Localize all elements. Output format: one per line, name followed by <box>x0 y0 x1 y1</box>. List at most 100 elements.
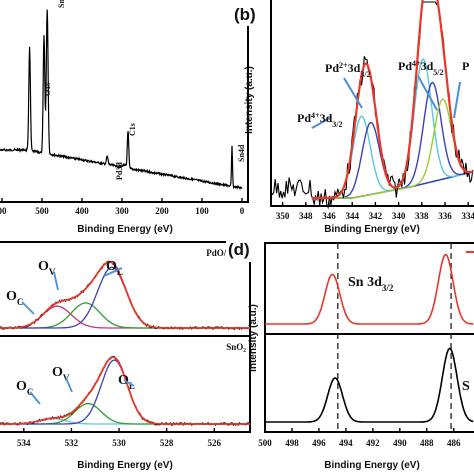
component-label-sub: L <box>129 381 135 391</box>
annotation-arrow <box>311 117 331 129</box>
panel-letter: (b) <box>234 5 256 24</box>
peak-annotation: Pd2+3d3/2 <box>325 61 371 79</box>
component-label: OV <box>38 259 56 277</box>
x-tick-label: 350 <box>276 211 290 221</box>
peak-annotation: Pd4+3d3/2 <box>297 111 343 129</box>
panel-letter: (d) <box>228 240 250 259</box>
letter-bg <box>226 232 264 262</box>
x-tick-label: 342 <box>369 211 383 221</box>
component-peak <box>311 98 473 199</box>
component-label-main: O <box>16 379 27 394</box>
x-tick-label: 526 <box>208 438 222 448</box>
axis-frame <box>0 0 249 203</box>
peak-label: Sn4d <box>237 144 246 162</box>
x-tick-label: 346 <box>322 211 336 221</box>
annotation-base: Pd <box>325 61 339 75</box>
x-tick-label: 344 <box>345 211 359 221</box>
x-tick-label: 100 <box>195 206 209 216</box>
component-label-sub: L <box>117 267 123 277</box>
x-tick-label: 492 <box>366 438 380 448</box>
axis-frame <box>0 335 251 433</box>
x-tick-label: 534 <box>17 438 31 448</box>
annotation-arrow <box>53 271 59 291</box>
x-tick-label: 488 <box>420 438 434 448</box>
sn3d-spectrum <box>265 253 474 325</box>
raw-data <box>0 355 251 427</box>
x-axis-label: Binding Energy (eV) <box>77 224 173 235</box>
x-tick-label: 400 <box>75 206 89 216</box>
annotation-sub: 3/2 <box>382 283 394 293</box>
peak-annotation: Pd4+3d5/2 <box>398 59 444 77</box>
annotation-main: 3d <box>421 59 434 73</box>
component-label: OL <box>106 259 123 277</box>
y-axis-label: Intensity (a.u.) <box>244 66 255 134</box>
x-tick-label: 0 <box>240 206 245 216</box>
x-axis-label: Binding Energy (eV) <box>77 460 173 471</box>
sn3d-spectrum <box>265 347 474 423</box>
peak-annotation: S <box>462 379 470 394</box>
component-label-main: O <box>38 259 49 274</box>
x-tick-label: 530 <box>112 438 126 448</box>
component-label-main: O <box>118 373 129 388</box>
component-peak <box>0 305 250 329</box>
fit-envelope <box>0 356 250 425</box>
x-tick-label: 528 <box>160 438 174 448</box>
annotation-main: 3d <box>348 61 361 75</box>
x-tick-label: 500 <box>258 438 272 448</box>
x-tick-label: 336 <box>438 211 452 221</box>
component-label: OL <box>118 373 135 391</box>
x-tick-label: 496 <box>312 438 326 448</box>
sample-label: SnO₂ <box>226 342 246 352</box>
x-tick-label: 338 <box>415 211 429 221</box>
annotation-arrow <box>103 267 123 277</box>
component-label-sub: V <box>49 267 56 277</box>
component-label-sub: C <box>17 297 24 307</box>
x-tick-label: 498 <box>285 438 299 448</box>
x-tick-label: 500 <box>35 206 49 216</box>
annotation-arrow <box>453 81 461 119</box>
x-tick-label: 490 <box>393 438 407 448</box>
annotation-arrow <box>417 75 438 111</box>
panel-d: (d) Intensity (a.u.) Sn 3d3/2 S 500 498 496 494… <box>226 232 474 471</box>
x-tick-label: 00 <box>0 206 7 216</box>
x-tick-label: 334 <box>461 211 474 221</box>
annotation-sup: 2+ <box>339 61 348 70</box>
x-axis-label: Binding Energy (eV) <box>324 460 420 471</box>
component-label-main: O <box>6 289 17 304</box>
annotation-arrow <box>29 391 41 405</box>
x-axis-label: Binding Energy (eV) <box>324 224 420 235</box>
x-tick-label: 494 <box>339 438 353 448</box>
annotation-sup: 4+ <box>311 111 320 120</box>
fit-envelope <box>311 0 473 200</box>
peak-annotation: Sn 3d3/2 <box>348 275 394 293</box>
x-tick-label: 486 <box>447 438 461 448</box>
annotation-base: Pd <box>297 111 311 125</box>
annotation-arrow <box>21 301 35 315</box>
fit-envelope <box>0 260 250 329</box>
component-label: OC <box>6 289 23 307</box>
y-axis-label: Intensity (a.u.) <box>248 304 259 372</box>
x-tick-label: 300 <box>115 206 129 216</box>
x-tick-label: 200 <box>155 206 169 216</box>
component-label-main: O <box>52 365 63 380</box>
axis-frame <box>264 242 474 433</box>
panel-a: 00 500 400 300 200 100 0 Binding Energy (eV) O1s… <box>0 0 249 235</box>
annotation-arrow <box>123 379 135 387</box>
axis-frame <box>270 0 474 207</box>
letter-bg <box>232 0 268 26</box>
x-tick-label: 532 <box>65 438 79 448</box>
panel-b: (b) 350 348 346 344 342 340 338 336 334 Binding En… <box>232 0 474 235</box>
annotation-main: 3d <box>320 111 333 125</box>
annotation-base: P <box>462 59 469 73</box>
annotation-sub: 5/2 <box>433 68 443 77</box>
peak-label: C1s <box>128 123 137 136</box>
peak-label: O1s <box>43 83 52 96</box>
component-peak <box>0 302 250 329</box>
survey-spectrum <box>0 9 243 191</box>
peak-label: Pd3d <box>115 162 124 180</box>
component-peak <box>0 359 250 425</box>
x-tick-label: 348 <box>299 211 313 221</box>
annotation-sub: 3/2 <box>360 70 370 79</box>
